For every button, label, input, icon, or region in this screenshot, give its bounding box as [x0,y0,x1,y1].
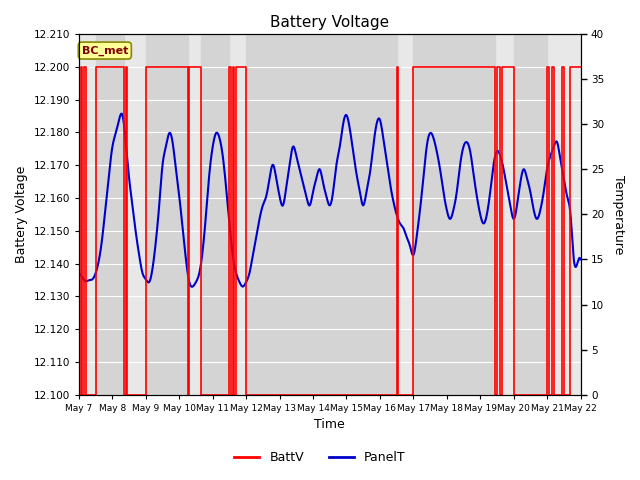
Bar [201,34,229,395]
Text: BC_met: BC_met [82,46,128,56]
Legend: BattV, PanelT: BattV, PanelT [229,446,411,469]
Y-axis label: Temperature: Temperature [612,175,625,254]
Bar [146,34,188,395]
X-axis label: Time: Time [314,419,345,432]
Bar [413,34,495,395]
Bar [95,34,124,395]
Title: Battery Voltage: Battery Voltage [270,15,389,30]
Bar [514,34,547,395]
Y-axis label: Battery Voltage: Battery Voltage [15,166,28,263]
Bar [246,34,397,395]
